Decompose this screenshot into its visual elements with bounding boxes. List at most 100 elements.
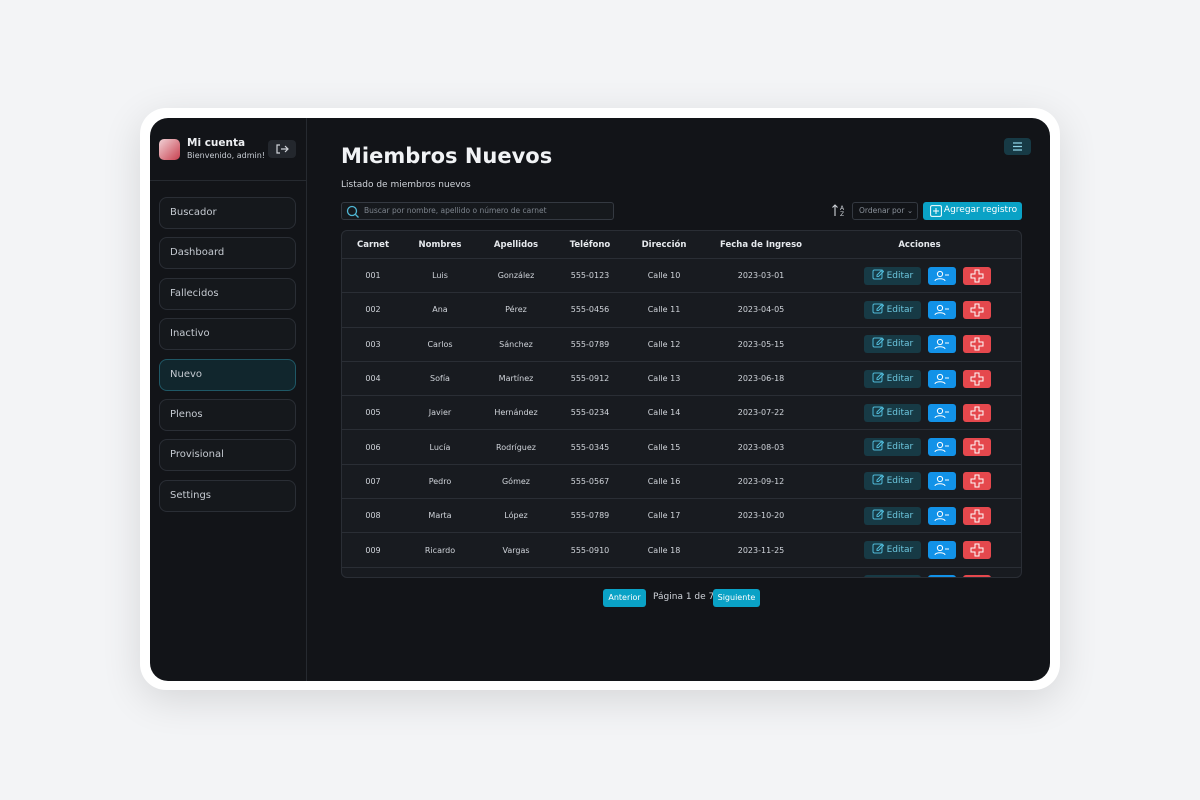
- menu-button[interactable]: [1004, 138, 1031, 155]
- edit-button[interactable]: Editar: [864, 506, 921, 525]
- edit-button[interactable]: Editar: [864, 403, 921, 422]
- add-icon: [930, 205, 942, 217]
- actions-cell: Editar: [818, 498, 1021, 533]
- delete-button[interactable]: [963, 472, 991, 491]
- delete-button[interactable]: [963, 438, 991, 457]
- member-button[interactable]: [928, 335, 956, 354]
- actions-cell: Editar: [818, 566, 1021, 577]
- welcome: Bienvenido, admin!: [187, 151, 265, 160]
- cell: López: [476, 498, 556, 533]
- cell: 007: [342, 463, 404, 499]
- cell: 555-0910: [556, 532, 624, 568]
- cell: Calle 17: [624, 498, 704, 533]
- nav-item[interactable]: Nuevo: [159, 358, 296, 391]
- actions-cell: Editar: [818, 532, 1021, 568]
- cell: 2023-11-25: [704, 532, 818, 568]
- table: Carnet Nombres Apellidos Teléfono Dirección F…: [342, 231, 1021, 577]
- delete-button[interactable]: [963, 300, 991, 319]
- column-header: Carnet: [356, 239, 390, 250]
- cell: 2023-05-15: [704, 326, 818, 362]
- member-button[interactable]: [928, 300, 956, 319]
- edit-button[interactable]: Editar: [864, 472, 921, 491]
- member-button[interactable]: [928, 472, 956, 491]
- column-header: Fecha de Ingreso: [720, 239, 802, 250]
- cell: Rodríguez: [476, 429, 556, 465]
- cell: Calle 11: [624, 292, 704, 328]
- cell: 009: [342, 532, 404, 568]
- cell: Gómez: [476, 463, 556, 499]
- column-header: Apellidos: [493, 239, 539, 250]
- edit-label: Editar: [886, 476, 914, 487]
- cell: Lucía: [404, 429, 476, 465]
- cell: Calle 15: [624, 429, 704, 465]
- logout-button[interactable]: [268, 140, 296, 158]
- member-button[interactable]: [928, 541, 956, 560]
- cell: Calle 18: [624, 532, 704, 568]
- delete-button[interactable]: [963, 335, 991, 354]
- edit-button[interactable]: Editar: [864, 369, 921, 388]
- page-info: Página 1 de 7: [653, 592, 715, 602]
- search-box[interactable]: Buscar por nombre, apellido o número de …: [341, 202, 614, 220]
- delete-button[interactable]: [963, 575, 991, 577]
- cell: Javier: [404, 395, 476, 430]
- actions-cell: Editar: [818, 257, 1021, 293]
- member-button[interactable]: [928, 369, 956, 388]
- cell: 003: [342, 326, 404, 362]
- column-header: Acciones: [898, 239, 941, 250]
- edit-button[interactable]: Editar: [864, 575, 921, 577]
- nav-item[interactable]: Provisional: [159, 439, 296, 472]
- cell: 2023-04-05: [704, 292, 818, 328]
- cell: Sofía: [404, 360, 476, 396]
- cell: Martínez: [476, 360, 556, 396]
- sort-select[interactable]: Ordenar por ⌄: [852, 202, 918, 220]
- cell: 555-0789: [556, 326, 624, 362]
- add-button[interactable]: Agregar registro: [923, 202, 1022, 220]
- delete-button[interactable]: [963, 541, 991, 560]
- delete-button[interactable]: [963, 506, 991, 525]
- actions-cell: Editar: [818, 292, 1021, 328]
- cell: 555-0345: [556, 429, 624, 465]
- edit-label: Editar: [886, 304, 914, 315]
- member-button[interactable]: [928, 403, 956, 422]
- cell: Luis: [404, 257, 476, 293]
- prev-button[interactable]: Anterior: [603, 589, 646, 607]
- cell: 555-0345: [556, 566, 624, 577]
- member-button[interactable]: [928, 438, 956, 457]
- edit-button[interactable]: Editar: [864, 266, 921, 285]
- cell: 555-0456: [556, 292, 624, 328]
- sort-icon[interactable]: AZ: [831, 202, 847, 218]
- cell: 555-0234: [556, 395, 624, 430]
- cell: Gutiérrez: [476, 566, 556, 577]
- table-row: 001 Luis González 555-0123 Calle 10 2023-03-0…: [342, 257, 1021, 293]
- cell: 002: [342, 292, 404, 328]
- member-button[interactable]: [928, 575, 956, 577]
- nav-item[interactable]: Inactivo: [159, 318, 296, 351]
- edit-label: Editar: [886, 510, 914, 521]
- edit-button[interactable]: Editar: [864, 438, 921, 457]
- svg-text:A: A: [840, 205, 845, 212]
- delete-button[interactable]: [963, 403, 991, 422]
- edit-button[interactable]: Editar: [864, 541, 921, 560]
- cell: 555-0123: [556, 257, 624, 293]
- nav-item[interactable]: Buscador: [159, 197, 296, 229]
- app: Mi cuenta Bienvenido, admin! Buscador Das…: [150, 118, 1050, 681]
- cell: Calle 16: [624, 463, 704, 499]
- nav-item[interactable]: Settings: [159, 479, 296, 512]
- edit-button[interactable]: Editar: [864, 335, 921, 354]
- delete-button[interactable]: [963, 266, 991, 285]
- nav-item[interactable]: Dashboard: [159, 237, 296, 270]
- cell: 2023-09-12: [704, 463, 818, 499]
- nav-item[interactable]: Plenos: [159, 399, 296, 431]
- member-button[interactable]: [928, 266, 956, 285]
- cell: 2023-10-20: [704, 498, 818, 533]
- member-button[interactable]: [928, 506, 956, 525]
- cell: Ana: [404, 292, 476, 328]
- edit-label: Editar: [886, 339, 914, 350]
- search-icon: [346, 205, 359, 218]
- delete-button[interactable]: [963, 369, 991, 388]
- cell: Calle 13: [624, 360, 704, 396]
- edit-button[interactable]: Editar: [864, 300, 921, 319]
- cell: Sánchez: [476, 326, 556, 362]
- next-button[interactable]: Siguiente: [713, 589, 760, 607]
- nav-item[interactable]: Fallecidos: [159, 277, 296, 310]
